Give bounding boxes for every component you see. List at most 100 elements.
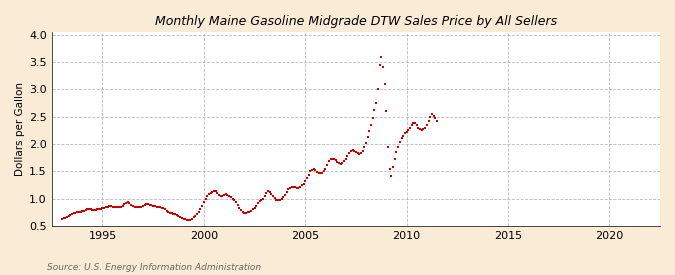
Point (313, 171, 324, 175)
Point (342, 154, 353, 158)
Point (80, 208, 91, 212)
Point (155, 205, 165, 210)
Point (350, 150, 361, 154)
Point (427, 112, 437, 116)
Point (308, 167, 319, 171)
Point (85, 207, 96, 212)
Point (381, 109, 392, 113)
Point (244, 210, 255, 214)
Text: Source: U.S. Energy Information Administration: Source: U.S. Energy Information Administ… (47, 263, 261, 272)
Point (327, 156, 338, 161)
Point (263, 189, 273, 194)
Point (420, 125, 431, 130)
Point (310, 168, 321, 172)
Point (166, 211, 177, 216)
Point (352, 151, 363, 155)
Point (431, 119, 442, 123)
Point (275, 198, 286, 202)
Point (278, 195, 289, 200)
Point (425, 114, 435, 119)
Point (129, 205, 140, 209)
Point (77, 209, 88, 213)
Point (364, 129, 375, 134)
Point (111, 205, 122, 210)
Point (242, 210, 253, 214)
Point (60, 216, 71, 220)
Point (119, 202, 130, 206)
Point (384, 166, 395, 171)
Point (266, 192, 277, 196)
Point (295, 184, 306, 189)
Point (269, 196, 280, 200)
Point (88, 208, 99, 212)
Point (408, 121, 418, 125)
Point (383, 144, 394, 149)
Point (144, 202, 155, 207)
Point (175, 214, 186, 219)
Point (315, 171, 326, 176)
Point (90, 208, 101, 212)
Point (276, 197, 287, 201)
Point (87, 208, 98, 212)
Point (67, 212, 78, 216)
Point (185, 218, 196, 222)
Point (283, 187, 294, 191)
Y-axis label: Dollars per Gallon: Dollars per Gallon (15, 82, 25, 176)
Point (186, 217, 197, 221)
Point (339, 159, 350, 164)
Point (406, 123, 417, 127)
Point (423, 119, 434, 123)
Point (293, 185, 304, 190)
Point (238, 210, 248, 214)
Point (168, 212, 179, 216)
Point (357, 149, 368, 153)
Point (273, 198, 284, 202)
Point (265, 190, 275, 194)
Point (75, 210, 86, 214)
Point (63, 214, 74, 218)
Point (126, 202, 136, 207)
Point (300, 179, 310, 183)
Point (117, 204, 128, 208)
Point (268, 194, 279, 199)
Point (224, 194, 235, 198)
Point (246, 208, 256, 213)
Point (101, 205, 111, 210)
Point (416, 128, 427, 133)
Point (236, 208, 246, 212)
Point (346, 149, 356, 153)
Point (171, 213, 182, 217)
Point (290, 185, 300, 189)
Point (333, 161, 344, 165)
Point (136, 205, 146, 209)
Point (347, 148, 358, 153)
Point (367, 116, 378, 120)
Point (70, 211, 81, 215)
Point (210, 189, 221, 194)
Point (371, 101, 381, 105)
Point (400, 131, 410, 135)
Point (398, 134, 408, 138)
Point (430, 116, 441, 120)
Point (362, 135, 373, 140)
Point (122, 200, 133, 205)
Point (222, 192, 233, 197)
Point (227, 196, 238, 201)
Point (369, 108, 380, 112)
Point (332, 160, 343, 164)
Point (389, 156, 400, 161)
Point (252, 201, 263, 206)
Point (393, 144, 404, 149)
Point (387, 165, 398, 169)
Point (99, 206, 109, 210)
Point (163, 210, 173, 214)
Point (279, 192, 290, 197)
Point (337, 161, 348, 165)
Point (109, 205, 119, 210)
Point (401, 130, 412, 134)
Point (138, 204, 148, 208)
Point (281, 190, 292, 194)
Point (288, 184, 299, 189)
Point (349, 149, 360, 153)
Point (82, 207, 92, 212)
